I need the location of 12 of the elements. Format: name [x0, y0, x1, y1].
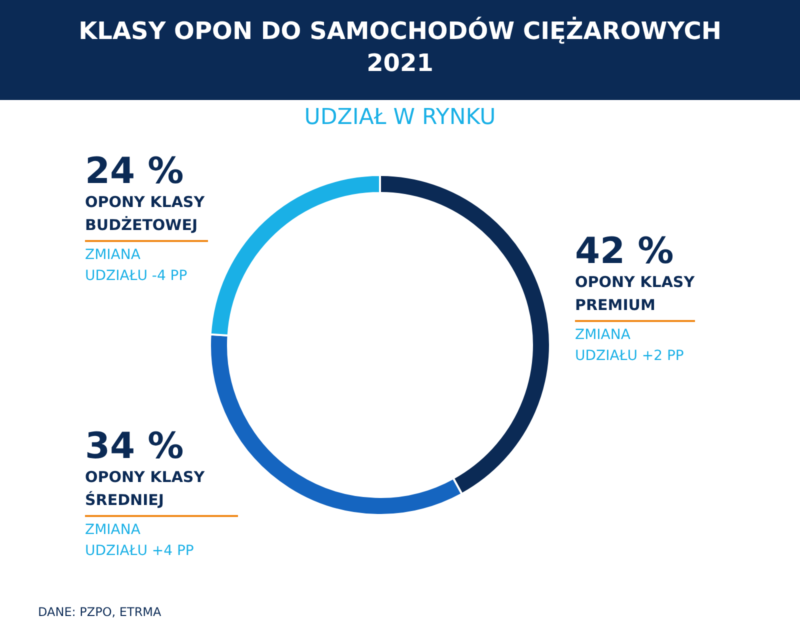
- text: DANE: PZPO, ETRMA: [38, 605, 162, 619]
- data-label: 42 %: [575, 231, 674, 272]
- text: ZMIANA UDZIAŁU -4 PP: [85, 247, 188, 284]
- chart-title: KLASY OPON DO SAMOCHODÓW CIĘŻAROWYCH 2021: [78, 16, 722, 77]
- text: ZMIANA UDZIAŁU +4 PP: [85, 522, 194, 559]
- data-label: 24 %: [85, 151, 184, 192]
- text: ZMIANA UDZIAŁU +2 PP: [575, 327, 684, 364]
- chart-subtitle: UDZIAŁ W RYNKU: [304, 105, 496, 130]
- data-label: 34 %: [85, 426, 184, 467]
- slice-label: OPONY KLASY BUDŻETOWEJ: [85, 193, 206, 234]
- slice-label: OPONY KLASY PREMIUM: [575, 273, 696, 314]
- slice-label: OPONY KLASY ŚREDNIEJ: [85, 468, 206, 509]
